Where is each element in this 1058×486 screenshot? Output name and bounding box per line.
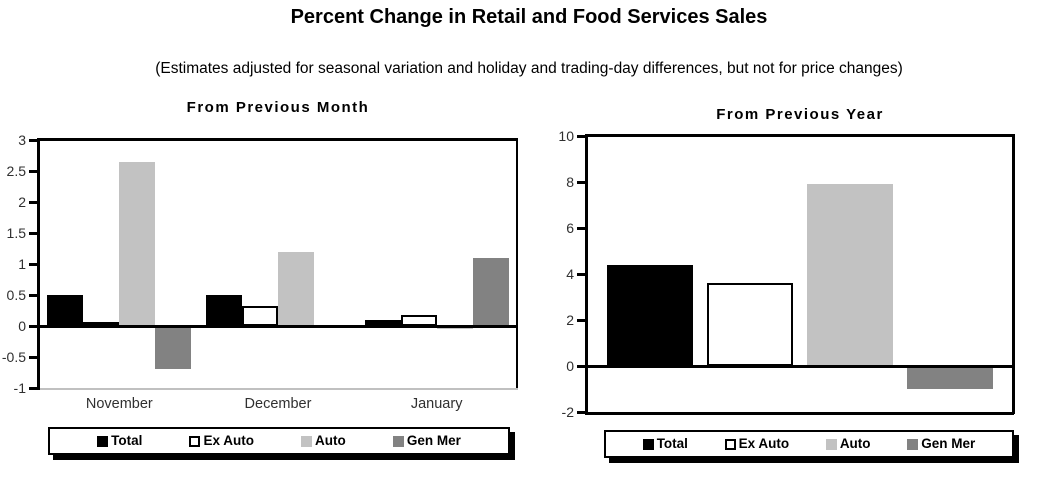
plot-top-border	[37, 138, 518, 141]
bar-gen-mer-january	[472, 257, 509, 326]
plot-right-border	[516, 138, 518, 390]
y-tick-label: 3	[18, 132, 26, 148]
bar-auto-november	[119, 161, 156, 326]
bar-auto	[807, 184, 893, 366]
y-tick-label: 2	[18, 194, 26, 210]
legend-label-auto: Auto	[315, 433, 346, 449]
y-tick-label: 1.5	[6, 225, 26, 241]
legend-item-total: Total	[97, 434, 142, 448]
y-tick	[29, 325, 37, 328]
legend-item-total: Total	[642, 436, 688, 452]
legend-swatch-ex-auto-icon	[189, 435, 201, 447]
legend-swatch-gen-mer-icon	[392, 435, 404, 447]
y-tick-label: 0	[18, 318, 26, 334]
y-tick	[577, 411, 585, 414]
category-label-november: November	[85, 396, 153, 412]
left-chart-title: From Previous Month	[186, 99, 370, 116]
bar-gen-mer	[907, 366, 993, 389]
y-tick	[29, 170, 37, 173]
y-axis	[585, 134, 588, 414]
y-tick-label: -2	[561, 404, 574, 420]
legend-swatch-total-icon	[642, 438, 654, 450]
bar-total-december	[206, 295, 242, 326]
bar-auto-december	[278, 251, 314, 326]
y-tick	[29, 263, 37, 266]
y-tick	[29, 356, 37, 359]
y-tick	[29, 387, 37, 390]
plot-top-border	[585, 134, 1014, 137]
legend-swatch-gen-mer-icon	[907, 438, 919, 450]
legend-label-auto: Auto	[839, 436, 871, 452]
y-tick-label: 8	[566, 174, 574, 190]
bar-total	[607, 264, 693, 366]
y-tick	[577, 365, 585, 368]
y-tick-label: -0.5	[1, 349, 26, 365]
y-tick	[577, 181, 585, 184]
legend-item-ex-auto: Ex Auto	[724, 436, 790, 452]
legend-swatch-auto-icon	[301, 435, 313, 447]
legend-swatch-auto-icon	[825, 438, 837, 450]
page-subtitle: (Estimates adjusted for seasonal variati…	[155, 60, 903, 77]
y-tick	[29, 294, 37, 297]
y-tick	[29, 201, 37, 204]
legend-label-gen-mer: Gen Mer	[921, 436, 976, 452]
plot-right-border	[1012, 134, 1015, 414]
y-tick-label: 0.5	[6, 287, 26, 303]
y-tick	[577, 135, 585, 138]
right-chart-legend: Total Ex Auto Auto Gen Mer	[604, 430, 1014, 458]
legend-item-auto: Auto	[301, 434, 346, 448]
legend-label-gen-mer: Gen Mer	[406, 433, 461, 449]
y-tick-label: 2	[566, 312, 574, 328]
bar-ex-auto	[707, 283, 793, 366]
legend-item-auto: Auto	[825, 436, 871, 452]
plot-bottom-border	[585, 412, 1014, 415]
legend-item-ex-auto: Ex Auto	[189, 434, 254, 448]
zero-line	[585, 365, 1014, 368]
y-axis	[37, 138, 40, 390]
right-chart-title: From Previous Year	[716, 106, 884, 123]
y-tick-label: 1	[18, 256, 26, 272]
legend-item-gen-mer: Gen Mer	[907, 437, 975, 451]
y-tick	[577, 273, 585, 276]
plot-bottom-border	[37, 388, 518, 390]
legend-label-ex-auto: Ex Auto	[738, 436, 790, 452]
y-tick	[29, 232, 37, 235]
y-tick-label: 0	[566, 358, 574, 374]
bar-total-november	[47, 295, 84, 326]
legend-label-total: Total	[656, 436, 688, 452]
y-tick-label: 10	[558, 128, 574, 144]
bar-ex-auto-december	[242, 305, 278, 326]
y-tick	[29, 139, 37, 142]
bar-gen-mer-november	[155, 326, 192, 370]
category-label-january: January	[410, 396, 463, 412]
legend-label-ex-auto: Ex Auto	[203, 433, 254, 449]
legend-swatch-ex-auto-icon	[724, 438, 736, 450]
y-tick-label: -1	[13, 380, 26, 396]
y-tick	[577, 319, 585, 322]
page-title: Percent Change in Retail and Food Servic…	[290, 6, 768, 28]
y-tick-label: 6	[566, 220, 574, 236]
left-chart-legend: Total Ex Auto Auto Gen Mer	[48, 427, 510, 455]
zero-line	[37, 325, 518, 328]
y-tick	[577, 227, 585, 230]
legend-swatch-total-icon	[97, 435, 109, 447]
bar-total-january	[364, 319, 401, 326]
legend-item-gen-mer: Gen Mer	[392, 433, 461, 449]
category-label-december: December	[244, 396, 312, 412]
legend-label-total: Total	[111, 433, 143, 449]
y-tick-label: 2.5	[6, 163, 26, 179]
y-tick-label: 4	[566, 266, 574, 282]
